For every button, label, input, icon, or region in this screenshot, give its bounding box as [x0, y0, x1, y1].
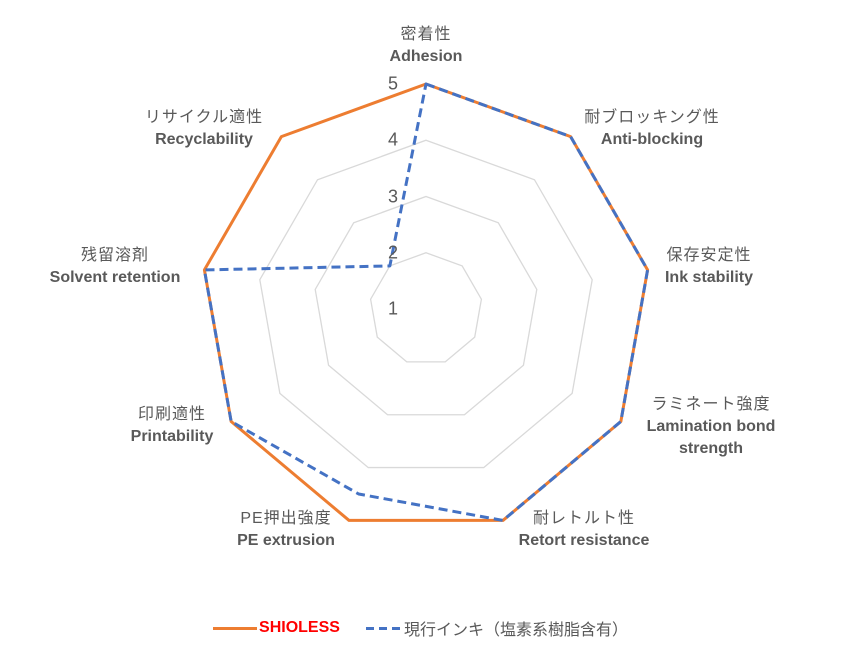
- axis-label-en: Solvent retention: [49, 269, 181, 286]
- series-line-0[interactable]: [202, 82, 650, 522]
- axis-label-anti-blocking: 耐ブロッキング性 Anti-blocking: [584, 107, 720, 151]
- axis-label-en: Printability: [130, 428, 214, 445]
- axis-label-adhesion: 密着性 Adhesion: [390, 24, 463, 68]
- tick-label: 5: [387, 73, 399, 94]
- axis-label-jp: 耐ブロッキング性: [584, 109, 720, 126]
- axis-label-jp: 保存安定性: [666, 247, 752, 264]
- axis-label-en: Adhesion: [389, 48, 463, 65]
- axis-label-en: Ink stability: [664, 269, 754, 286]
- axis-label-jp: 印刷適性: [137, 406, 206, 423]
- axis-label-jp: 残留溶剤: [80, 247, 149, 264]
- tick-label: 2: [387, 242, 399, 263]
- axis-label-lamination: ラミネート強度 Lamination bond strength: [626, 394, 796, 460]
- axis-label-jp: リサイクル適性: [144, 109, 264, 126]
- dashed-line-swatch-icon: [365, 626, 402, 630]
- legend-item-current-ink[interactable]: 現行インキ（塩素系樹脂含有）: [365, 616, 628, 640]
- axis-label-en: Retort resistance: [518, 532, 650, 549]
- axis-label-retort: 耐レトルト性 Retort resistance: [519, 508, 650, 552]
- axis-label-ink-stability: 保存安定性 Ink stability: [665, 245, 753, 289]
- series-line-1[interactable]: [202, 82, 650, 522]
- grid-ring: [369, 252, 483, 363]
- legend-item-shioless[interactable]: SHIOLESS: [213, 619, 340, 637]
- tick-label: 4: [387, 129, 399, 150]
- grid-ring: [314, 195, 538, 416]
- axis-label-en: Lamination bond strength: [646, 418, 776, 457]
- legend-label: SHIOLESS: [259, 619, 340, 636]
- axis-label-jp: ラミネート強度: [651, 396, 771, 413]
- tick-label: 3: [387, 186, 399, 206]
- axis-label-en: Anti-blocking: [600, 131, 704, 148]
- axis-label-pe-extrusion: PE押出強度 PE extrusion: [237, 508, 335, 552]
- legend: SHIOLESS 現行インキ（塩素系樹脂含有）: [0, 616, 841, 640]
- axis-label-solvent-retention: 残留溶剤 Solvent retention: [50, 245, 181, 289]
- axis-label-recyclability: リサイクル適性 Recyclability: [145, 107, 263, 151]
- solid-line-swatch-icon: [213, 626, 258, 630]
- axis-label-en: PE extrusion: [237, 532, 335, 549]
- tick-label: 1: [387, 298, 399, 319]
- axis-label-jp: 密着性: [400, 26, 452, 43]
- axis-label-jp: 耐レトルト性: [532, 510, 635, 527]
- legend-label: 現行インキ（塩素系樹脂含有）: [403, 622, 628, 639]
- axis-label-printability: 印刷適性 Printability: [131, 404, 214, 448]
- axis-label-jp: PE押出強度: [240, 510, 332, 527]
- axis-label-en: Recyclability: [155, 131, 253, 148]
- grid-ring: [259, 139, 593, 469]
